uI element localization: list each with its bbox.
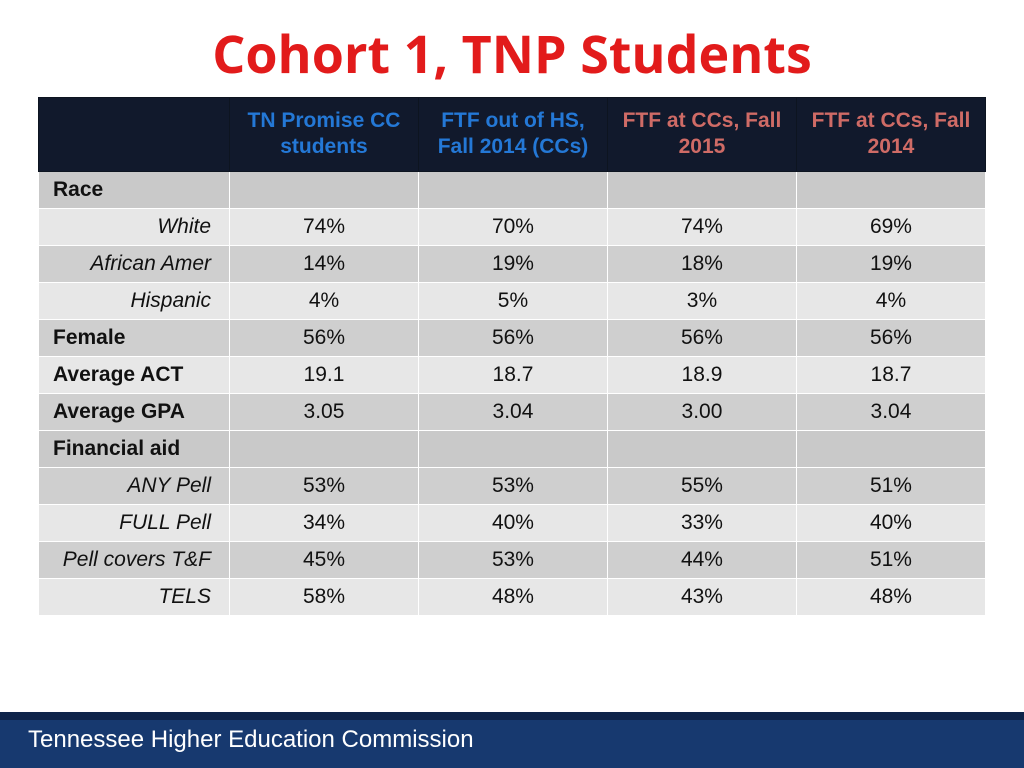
cell-value: 51% xyxy=(796,467,985,504)
cell-value: 58% xyxy=(230,578,419,615)
cell-value: 19% xyxy=(796,245,985,282)
cell-value: 43% xyxy=(607,578,796,615)
cell-value: 3.05 xyxy=(230,393,419,430)
cell-value xyxy=(418,171,607,208)
cell-value: 44% xyxy=(607,541,796,578)
row-label: Financial aid xyxy=(39,430,230,467)
cell-value xyxy=(230,171,419,208)
table-row: Average GPA3.053.043.003.04 xyxy=(39,393,986,430)
cell-value: 56% xyxy=(418,319,607,356)
slide-title: Cohort 1, TNP Students xyxy=(0,0,1024,97)
cell-value: 18% xyxy=(607,245,796,282)
row-label: TELS xyxy=(39,578,230,615)
table-body: RaceWhite74%70%74%69%African Amer14%19%1… xyxy=(39,171,986,615)
table-row: Financial aid xyxy=(39,430,986,467)
row-label: African Amer xyxy=(39,245,230,282)
cell-value xyxy=(418,430,607,467)
table-head: TN Promise CC students FTF out of HS, Fa… xyxy=(39,98,986,172)
cell-value: 18.7 xyxy=(418,356,607,393)
cell-value: 70% xyxy=(418,208,607,245)
cell-value: 74% xyxy=(230,208,419,245)
cell-value: 19.1 xyxy=(230,356,419,393)
cell-value: 40% xyxy=(796,504,985,541)
table-row: FULL Pell34%40%33%40% xyxy=(39,504,986,541)
cell-value xyxy=(607,171,796,208)
cell-value: 4% xyxy=(796,282,985,319)
data-table: TN Promise CC students FTF out of HS, Fa… xyxy=(38,97,986,616)
header-row: TN Promise CC students FTF out of HS, Fa… xyxy=(39,98,986,172)
cell-value: 56% xyxy=(607,319,796,356)
table-row: African Amer14%19%18%19% xyxy=(39,245,986,282)
table-row: Average ACT19.118.718.918.7 xyxy=(39,356,986,393)
table-row: Pell covers T&F45%53%44%51% xyxy=(39,541,986,578)
cell-value: 34% xyxy=(230,504,419,541)
cell-value: 53% xyxy=(418,467,607,504)
table-row: Hispanic4%5%3%4% xyxy=(39,282,986,319)
row-label: Hispanic xyxy=(39,282,230,319)
table-row: ANY Pell53%53%55%51% xyxy=(39,467,986,504)
table-container: TN Promise CC students FTF out of HS, Fa… xyxy=(0,97,1024,616)
row-label: Female xyxy=(39,319,230,356)
table-row: Female56%56%56%56% xyxy=(39,319,986,356)
cell-value: 48% xyxy=(418,578,607,615)
header-cell-1: TN Promise CC students xyxy=(230,98,419,172)
row-label: FULL Pell xyxy=(39,504,230,541)
cell-value: 48% xyxy=(796,578,985,615)
cell-value: 56% xyxy=(230,319,419,356)
cell-value: 3% xyxy=(607,282,796,319)
cell-value: 14% xyxy=(230,245,419,282)
row-label: Average ACT xyxy=(39,356,230,393)
slide: Cohort 1, TNP Students TN Promise CC stu… xyxy=(0,0,1024,768)
cell-value: 56% xyxy=(796,319,985,356)
header-cell-2: FTF out of HS, Fall 2014 (CCs) xyxy=(418,98,607,172)
cell-value: 69% xyxy=(796,208,985,245)
cell-value xyxy=(796,171,985,208)
cell-value: 53% xyxy=(418,541,607,578)
cell-value: 51% xyxy=(796,541,985,578)
footer-text: Tennessee Higher Education Commission xyxy=(28,726,474,754)
cell-value: 45% xyxy=(230,541,419,578)
table-row: Race xyxy=(39,171,986,208)
row-label: Race xyxy=(39,171,230,208)
row-label: Pell covers T&F xyxy=(39,541,230,578)
cell-value: 18.7 xyxy=(796,356,985,393)
cell-value: 33% xyxy=(607,504,796,541)
cell-value: 3.04 xyxy=(418,393,607,430)
header-cell-3: FTF at CCs, Fall 2015 xyxy=(607,98,796,172)
cell-value: 3.00 xyxy=(607,393,796,430)
cell-value xyxy=(607,430,796,467)
row-label: Average GPA xyxy=(39,393,230,430)
cell-value: 18.9 xyxy=(607,356,796,393)
cell-value: 3.04 xyxy=(796,393,985,430)
cell-value: 4% xyxy=(230,282,419,319)
row-label: ANY Pell xyxy=(39,467,230,504)
cell-value xyxy=(230,430,419,467)
cell-value: 19% xyxy=(418,245,607,282)
cell-value: 55% xyxy=(607,467,796,504)
table-row: White74%70%74%69% xyxy=(39,208,986,245)
cell-value: 53% xyxy=(230,467,419,504)
cell-value: 5% xyxy=(418,282,607,319)
cell-value: 40% xyxy=(418,504,607,541)
header-cell-4: FTF at CCs, Fall 2014 xyxy=(796,98,985,172)
cell-value: 74% xyxy=(607,208,796,245)
table-row: TELS58%48%43%48% xyxy=(39,578,986,615)
row-label: White xyxy=(39,208,230,245)
cell-value xyxy=(796,430,985,467)
header-cell-blank xyxy=(39,98,230,172)
footer-bar: Tennessee Higher Education Commission xyxy=(0,712,1024,768)
